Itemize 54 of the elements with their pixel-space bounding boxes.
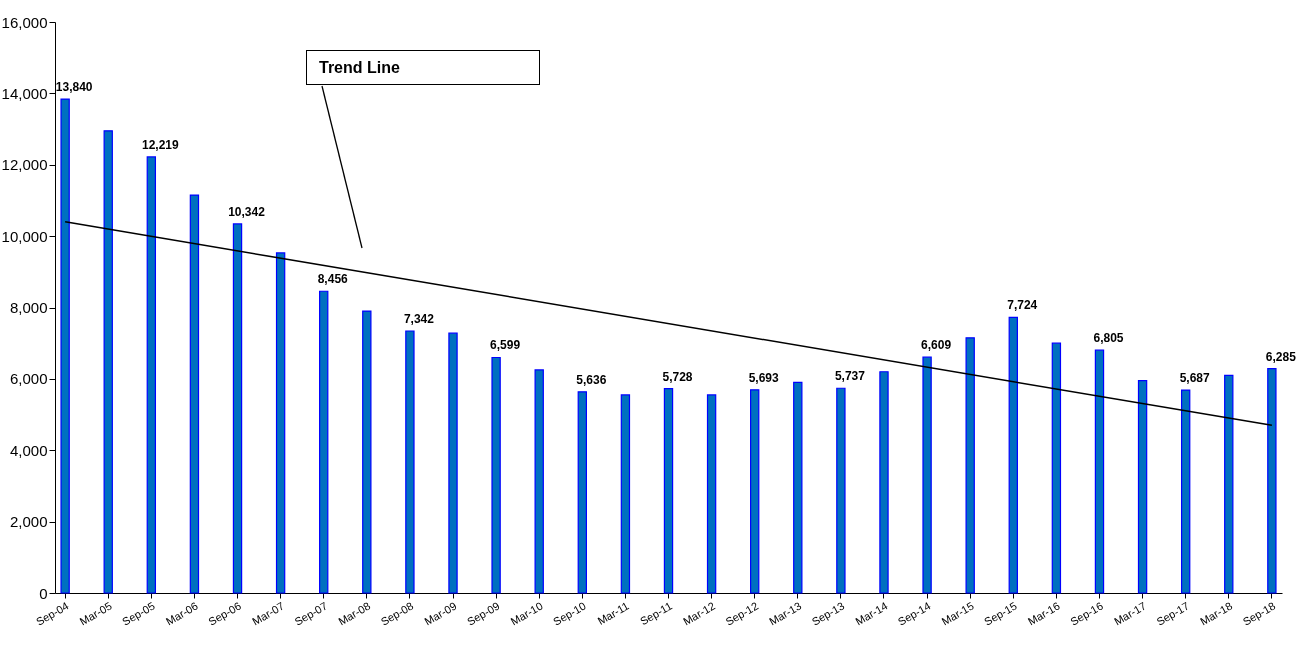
- data-label: 6,599: [490, 338, 521, 353]
- data-label: 7,724: [1007, 298, 1038, 313]
- data-label: 5,737: [834, 369, 866, 384]
- bar: [836, 387, 846, 594]
- bar: [534, 369, 544, 594]
- bar: [1267, 368, 1277, 594]
- data-label: 6,805: [1093, 331, 1124, 346]
- data-label: 12,219: [141, 137, 179, 152]
- bar: [663, 387, 674, 594]
- bar: [1051, 342, 1062, 594]
- y-tick-label: 4,000: [9, 441, 48, 459]
- bar: [1224, 374, 1234, 594]
- bar: [1137, 380, 1148, 594]
- y-tick-label: 0: [39, 584, 48, 602]
- y-tick-label: 8,000: [9, 299, 48, 316]
- bar: [60, 98, 70, 594]
- bar: [362, 310, 372, 594]
- bar: [620, 394, 631, 594]
- bar: [319, 290, 329, 594]
- y-tick-label: 16,000: [1, 13, 48, 31]
- data-label: 6,609: [921, 338, 952, 353]
- data-label: 5,693: [748, 370, 780, 385]
- data-label: 13,840: [55, 80, 93, 95]
- y-tick-label: 10,000: [1, 227, 48, 245]
- bar: [1094, 349, 1105, 594]
- bar: [146, 156, 157, 594]
- data-label: 5,687: [1179, 371, 1211, 386]
- bar: [103, 130, 113, 594]
- y-tick-label: 14,000: [1, 84, 48, 102]
- bar: [189, 194, 200, 594]
- bar: [793, 381, 803, 594]
- bar: [448, 332, 458, 594]
- y-tick-label: 2,000: [9, 513, 48, 531]
- bar: [275, 252, 286, 594]
- bar: [706, 394, 717, 594]
- bar: [750, 389, 760, 594]
- data-label: 5,728: [662, 369, 693, 384]
- bar: [922, 356, 932, 594]
- data-label: 5,636: [576, 372, 607, 387]
- y-tick-label: 12,000: [1, 156, 48, 174]
- y-tick-label: 6,000: [9, 370, 48, 388]
- bar: [405, 330, 415, 594]
- label-box: Trend Line: [306, 50, 540, 85]
- bar: [577, 391, 587, 594]
- bar: [1180, 389, 1191, 594]
- bar: [232, 223, 243, 594]
- data-label: 8,456: [317, 272, 349, 287]
- bar: [879, 371, 889, 594]
- bar: [491, 356, 501, 594]
- data-label: 10,342: [228, 204, 266, 219]
- bar: [1008, 316, 1018, 594]
- data-label: 6,285: [1265, 349, 1296, 364]
- bar: [965, 337, 975, 594]
- data-label: 7,342: [403, 311, 435, 326]
